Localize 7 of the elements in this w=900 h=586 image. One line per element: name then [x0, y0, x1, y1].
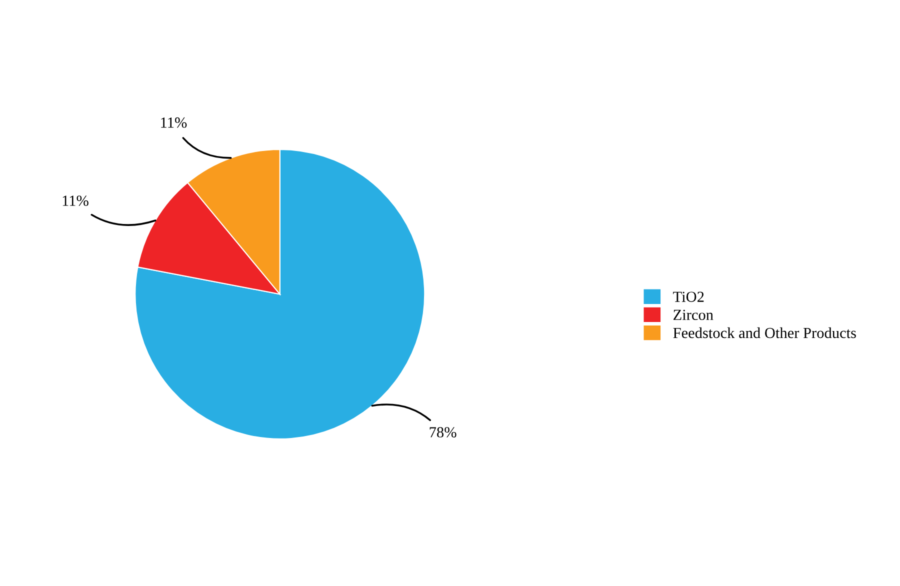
data-label: 11% — [161, 117, 187, 128]
data-label: 11% — [62, 196, 88, 206]
legend-label: TiO2 — [673, 292, 704, 302]
legend-label: Zircon — [674, 310, 714, 320]
data-label: 78% — [430, 427, 456, 438]
pie-slice — [134, 148, 426, 440]
legend-label: Feedstock and Other Products — [673, 327, 856, 338]
